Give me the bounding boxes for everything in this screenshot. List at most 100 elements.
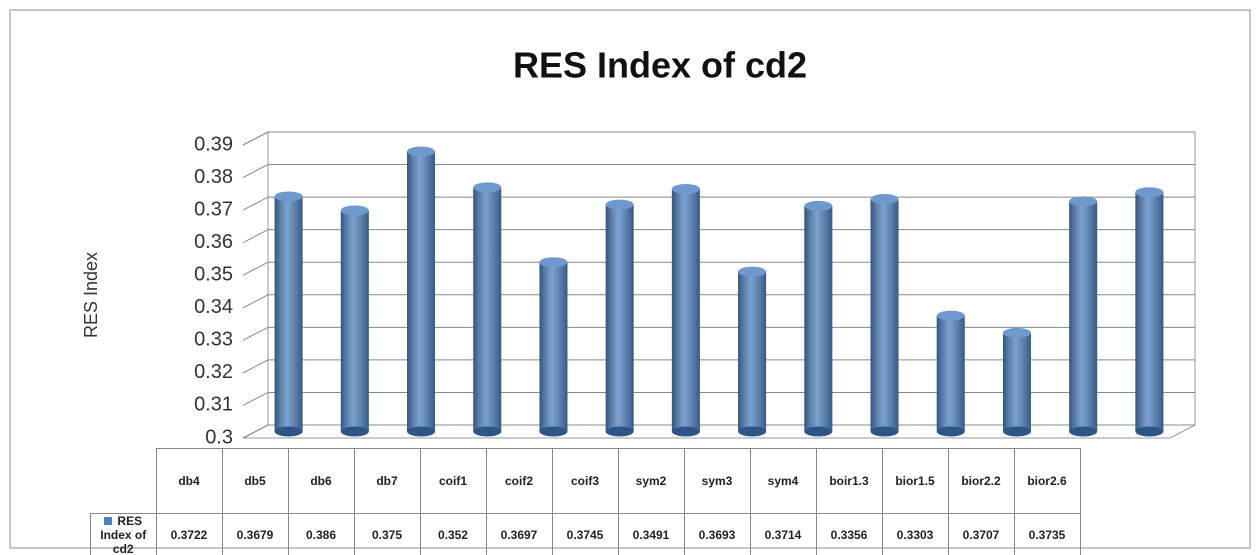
bar-top — [1069, 196, 1098, 207]
bar-top — [473, 182, 502, 193]
bar-shade — [274, 196, 303, 432]
chart-title: RES Index of cd2 — [513, 45, 807, 86]
y-tick-label: 0.31 — [194, 394, 233, 416]
grid-line — [242, 131, 1195, 146]
bar-top — [738, 266, 767, 277]
bar-bottom — [804, 426, 833, 437]
bar-shade — [936, 315, 965, 432]
value-row: RES Index of cd2 0.3722 0.3679 0.386 0.375 0.… — [90, 513, 1081, 555]
bar-bottom — [936, 426, 965, 437]
floor — [242, 424, 1196, 439]
bar-top — [1135, 187, 1164, 198]
x-tick-label: db7 — [353, 448, 421, 514]
grid-line — [242, 424, 1195, 439]
bar-shade — [340, 210, 369, 432]
value-label: 0.352 — [419, 513, 487, 555]
x-tick-label: boir1.3 — [815, 448, 883, 514]
bar-top — [936, 310, 965, 321]
y-tick-label: 0.33 — [194, 329, 233, 351]
bar-bottom — [870, 426, 899, 437]
x-tick-label: coif1 — [419, 448, 487, 514]
value-label: 0.3693 — [683, 513, 751, 555]
legend-swatch — [104, 517, 113, 525]
bar-shade — [1002, 332, 1031, 432]
bar-top — [605, 199, 634, 210]
bar-bottom — [1135, 426, 1164, 437]
y-tick-label: 0.37 — [194, 198, 233, 220]
bar-bottom — [738, 426, 767, 437]
value-label: 0.3707 — [947, 513, 1015, 555]
bar-bottom — [671, 426, 700, 437]
bar-shade — [605, 204, 634, 432]
grid-line — [242, 326, 1195, 341]
value-label: 0.3303 — [881, 513, 949, 555]
bar-bottom — [1069, 426, 1098, 437]
y-tick-label: 0.39 — [194, 133, 233, 155]
x-tick-label: db4 — [155, 448, 223, 514]
y-axis-label: RES Index — [81, 252, 101, 338]
x-tick-label: bior2.2 — [947, 448, 1015, 514]
grid-line — [242, 229, 1195, 244]
bar-top — [340, 205, 369, 216]
grid-line — [242, 391, 1195, 406]
bar-top — [274, 191, 303, 202]
grid-line — [242, 261, 1195, 276]
bar-shade — [671, 188, 700, 432]
value-label: 0.3745 — [551, 513, 619, 555]
bar-shade — [870, 199, 899, 432]
bar-top — [1002, 327, 1031, 338]
bar-bottom — [407, 426, 436, 437]
value-label: 0.3722 — [155, 513, 223, 555]
bar-shade — [804, 205, 833, 432]
bar-bottom — [539, 426, 568, 437]
bar-top — [407, 146, 436, 157]
bar-shade — [539, 262, 568, 432]
data-table: db4 db5 db6 db7 coif1 coif2 coif3 sym2 sym3 sym4 b… — [90, 448, 1081, 555]
y-tick-label: 0.32 — [194, 361, 233, 383]
legend-cell: RES Index of cd2 — [90, 513, 157, 555]
bar-bottom — [340, 426, 369, 437]
x-tick-label: coif3 — [551, 448, 619, 514]
bar-shade — [738, 271, 767, 432]
grid-line — [242, 294, 1195, 309]
value-label: 0.3714 — [749, 513, 817, 555]
bar-shade — [473, 187, 502, 432]
bar-shade — [407, 151, 436, 432]
y-tick-label: 0.35 — [194, 264, 233, 286]
bar-top — [804, 200, 833, 211]
bar-top — [870, 194, 899, 205]
bar-shade — [1069, 201, 1098, 432]
bar-bottom — [473, 426, 502, 437]
x-tick-label: sym3 — [683, 448, 751, 514]
y-tick-label: 0.3 — [205, 426, 233, 448]
bar-bottom — [605, 426, 634, 437]
grid-line — [242, 196, 1195, 211]
value-label: 0.375 — [353, 513, 421, 555]
grid-line — [242, 359, 1195, 374]
value-label: 0.3356 — [815, 513, 883, 555]
x-tick-label: sym4 — [749, 448, 817, 514]
legend-label: RES Index of cd2 — [100, 514, 147, 555]
bar-bottom — [274, 426, 303, 437]
blank-cell — [90, 448, 157, 514]
side-wall — [242, 131, 269, 439]
x-tick-label: db6 — [287, 448, 355, 514]
value-label: 0.3735 — [1013, 513, 1081, 555]
bar-bottom — [1002, 426, 1031, 437]
bar-top — [671, 183, 700, 194]
x-tick-label: bior2.6 — [1013, 448, 1081, 514]
bar-top — [539, 257, 568, 268]
y-tick-label: 0.36 — [194, 231, 233, 253]
x-tick-label: db5 — [221, 448, 289, 514]
x-tick-label: coif2 — [485, 448, 553, 514]
x-tick-label: bior1.5 — [881, 448, 949, 514]
value-label: 0.3491 — [617, 513, 685, 555]
grid-line — [242, 164, 1195, 178]
bar-shade — [1135, 192, 1164, 432]
category-row: db4 db5 db6 db7 coif1 coif2 coif3 sym2 sym3 sym4 b… — [90, 448, 1081, 514]
x-tick-label: sym2 — [617, 448, 685, 514]
y-tick-label: 0.38 — [194, 166, 233, 188]
value-label: 0.3679 — [221, 513, 289, 555]
